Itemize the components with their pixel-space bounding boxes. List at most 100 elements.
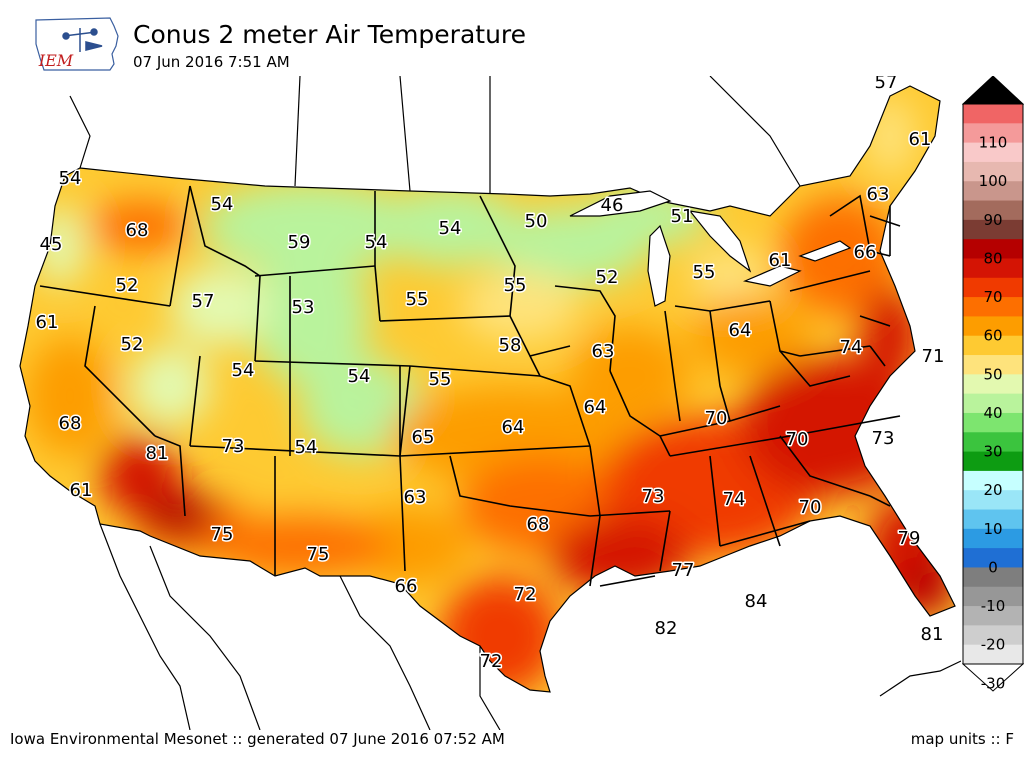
colorbar-segment: [963, 528, 1023, 549]
temp-label: 55: [429, 369, 452, 390]
temp-label: 61: [909, 129, 932, 150]
colorbar-segment: [963, 374, 1023, 395]
temp-label: 46: [601, 195, 624, 216]
colorbar-segment: [963, 355, 1023, 375]
temp-label: 65: [412, 427, 435, 448]
colorbar-segment: [963, 219, 1023, 240]
temp-label: 72: [514, 584, 537, 605]
temp-label: 54: [232, 360, 255, 381]
temp-label: 52: [116, 275, 139, 296]
colorbar-tick-label: -20: [981, 636, 1006, 654]
colorbar-top-arrow: [962, 76, 1024, 105]
logo-text: IEM: [38, 51, 74, 70]
colorbar-segment: [963, 509, 1023, 530]
temp-label: 72: [480, 651, 503, 672]
temp-label: 77: [672, 560, 695, 581]
colorbar-segment: [963, 104, 1023, 124]
temp-label: 66: [854, 242, 877, 263]
temp-label: 54: [59, 168, 82, 189]
temp-label: 54: [365, 232, 388, 253]
temp-label: 54: [295, 437, 318, 458]
temp-label: 45: [40, 234, 63, 255]
colorbar-segment: [963, 142, 1023, 163]
temp-label: 58: [499, 335, 522, 356]
colorbar-tick-label: 0: [988, 558, 998, 576]
colorbar-tick-label: 60: [983, 327, 1002, 345]
colorbar-segment: [963, 277, 1023, 298]
temp-label: 63: [592, 341, 615, 362]
temp-label: 73: [872, 428, 895, 449]
temp-label: 70: [705, 408, 728, 429]
temp-label: 54: [439, 218, 462, 239]
colorbar-tick-label: 100: [979, 172, 1008, 190]
temp-label: 53: [292, 297, 315, 318]
temp-label: 64: [502, 417, 525, 438]
colorbar-segment: [963, 297, 1023, 317]
colorbar-tick-label: 40: [983, 404, 1002, 422]
colorbar-segment: [963, 432, 1023, 453]
map-timestamp: 07 Jun 2016 7:51 AM: [133, 53, 290, 71]
temperature-field: [20, 86, 955, 692]
colorbar-segments: [962, 76, 1024, 692]
colorbar-segment: [963, 200, 1023, 221]
temp-label: 64: [729, 320, 752, 341]
temp-label: 74: [840, 337, 863, 358]
colorbar-segment: [963, 470, 1023, 491]
temp-label: 74: [723, 489, 746, 510]
colorbar-segment: [963, 625, 1023, 646]
temp-label: 63: [867, 184, 890, 205]
temp-label: 70: [786, 429, 809, 450]
footer-units: map units :: F: [910, 730, 1014, 748]
colorbar-segment: [963, 335, 1023, 356]
temp-label: 61: [36, 312, 59, 333]
colorbar-segment: [963, 393, 1023, 414]
temp-label: 66: [395, 576, 418, 597]
colorbar-segment: [963, 239, 1023, 259]
colorbar-segment: [963, 586, 1023, 607]
temp-label: 55: [504, 275, 527, 296]
colorbar-segment: [963, 548, 1023, 568]
temp-label: 81: [146, 443, 169, 464]
temp-label: 51: [671, 206, 694, 227]
colorbar-tick-label: 80: [983, 249, 1002, 267]
map-title: Conus 2 meter Air Temperature: [133, 20, 527, 49]
footer-credit: Iowa Environmental Mesonet :: generated …: [10, 730, 505, 748]
colorbar-tick-label: 110: [979, 134, 1008, 152]
temp-label: 63: [404, 487, 427, 508]
state-borders: [39, 185, 901, 587]
weather-station-icon: [62, 28, 103, 52]
coastline-outlines: [19, 76, 961, 730]
temp-label: 55: [693, 262, 716, 283]
temp-label: 70: [799, 497, 822, 518]
colorbar-segment: [963, 606, 1023, 626]
iem-logo: IEM: [35, 17, 119, 71]
temp-label: 75: [211, 524, 234, 545]
colorbar-tick-label: 10: [983, 520, 1002, 538]
temp-label: 68: [527, 514, 550, 535]
temp-label: 52: [121, 334, 144, 355]
temp-label: 64: [584, 397, 607, 418]
colorbar-segment: [963, 316, 1023, 337]
colorbar-segment: [963, 451, 1023, 472]
temp-label: 59: [288, 232, 311, 253]
temp-label: 61: [70, 480, 93, 501]
colorbar-segment: [963, 258, 1023, 279]
colorbar-segment: [963, 123, 1023, 144]
temp-label: 79: [898, 528, 921, 549]
colorbar-segment: [963, 490, 1023, 511]
temp-label: 68: [59, 413, 82, 434]
great-lakes: [569, 190, 852, 307]
colorbar-tick-label: 20: [983, 481, 1002, 499]
temp-label: 52: [596, 267, 619, 288]
colorbar-segment: [963, 567, 1023, 588]
colorbar-tick-label: 70: [983, 288, 1002, 306]
colorbar-tick-label: 50: [983, 365, 1002, 383]
temp-label: 50: [525, 211, 548, 232]
colorbar-tick-label: 90: [983, 211, 1002, 229]
colorbar-segment: [963, 644, 1023, 665]
temp-label: 54: [211, 194, 234, 215]
colorbar-segment: [963, 181, 1023, 202]
temperature-labels: 54 68 54 59 54 54 50 46 51 45 52 57 53 5…: [34, 76, 944, 674]
